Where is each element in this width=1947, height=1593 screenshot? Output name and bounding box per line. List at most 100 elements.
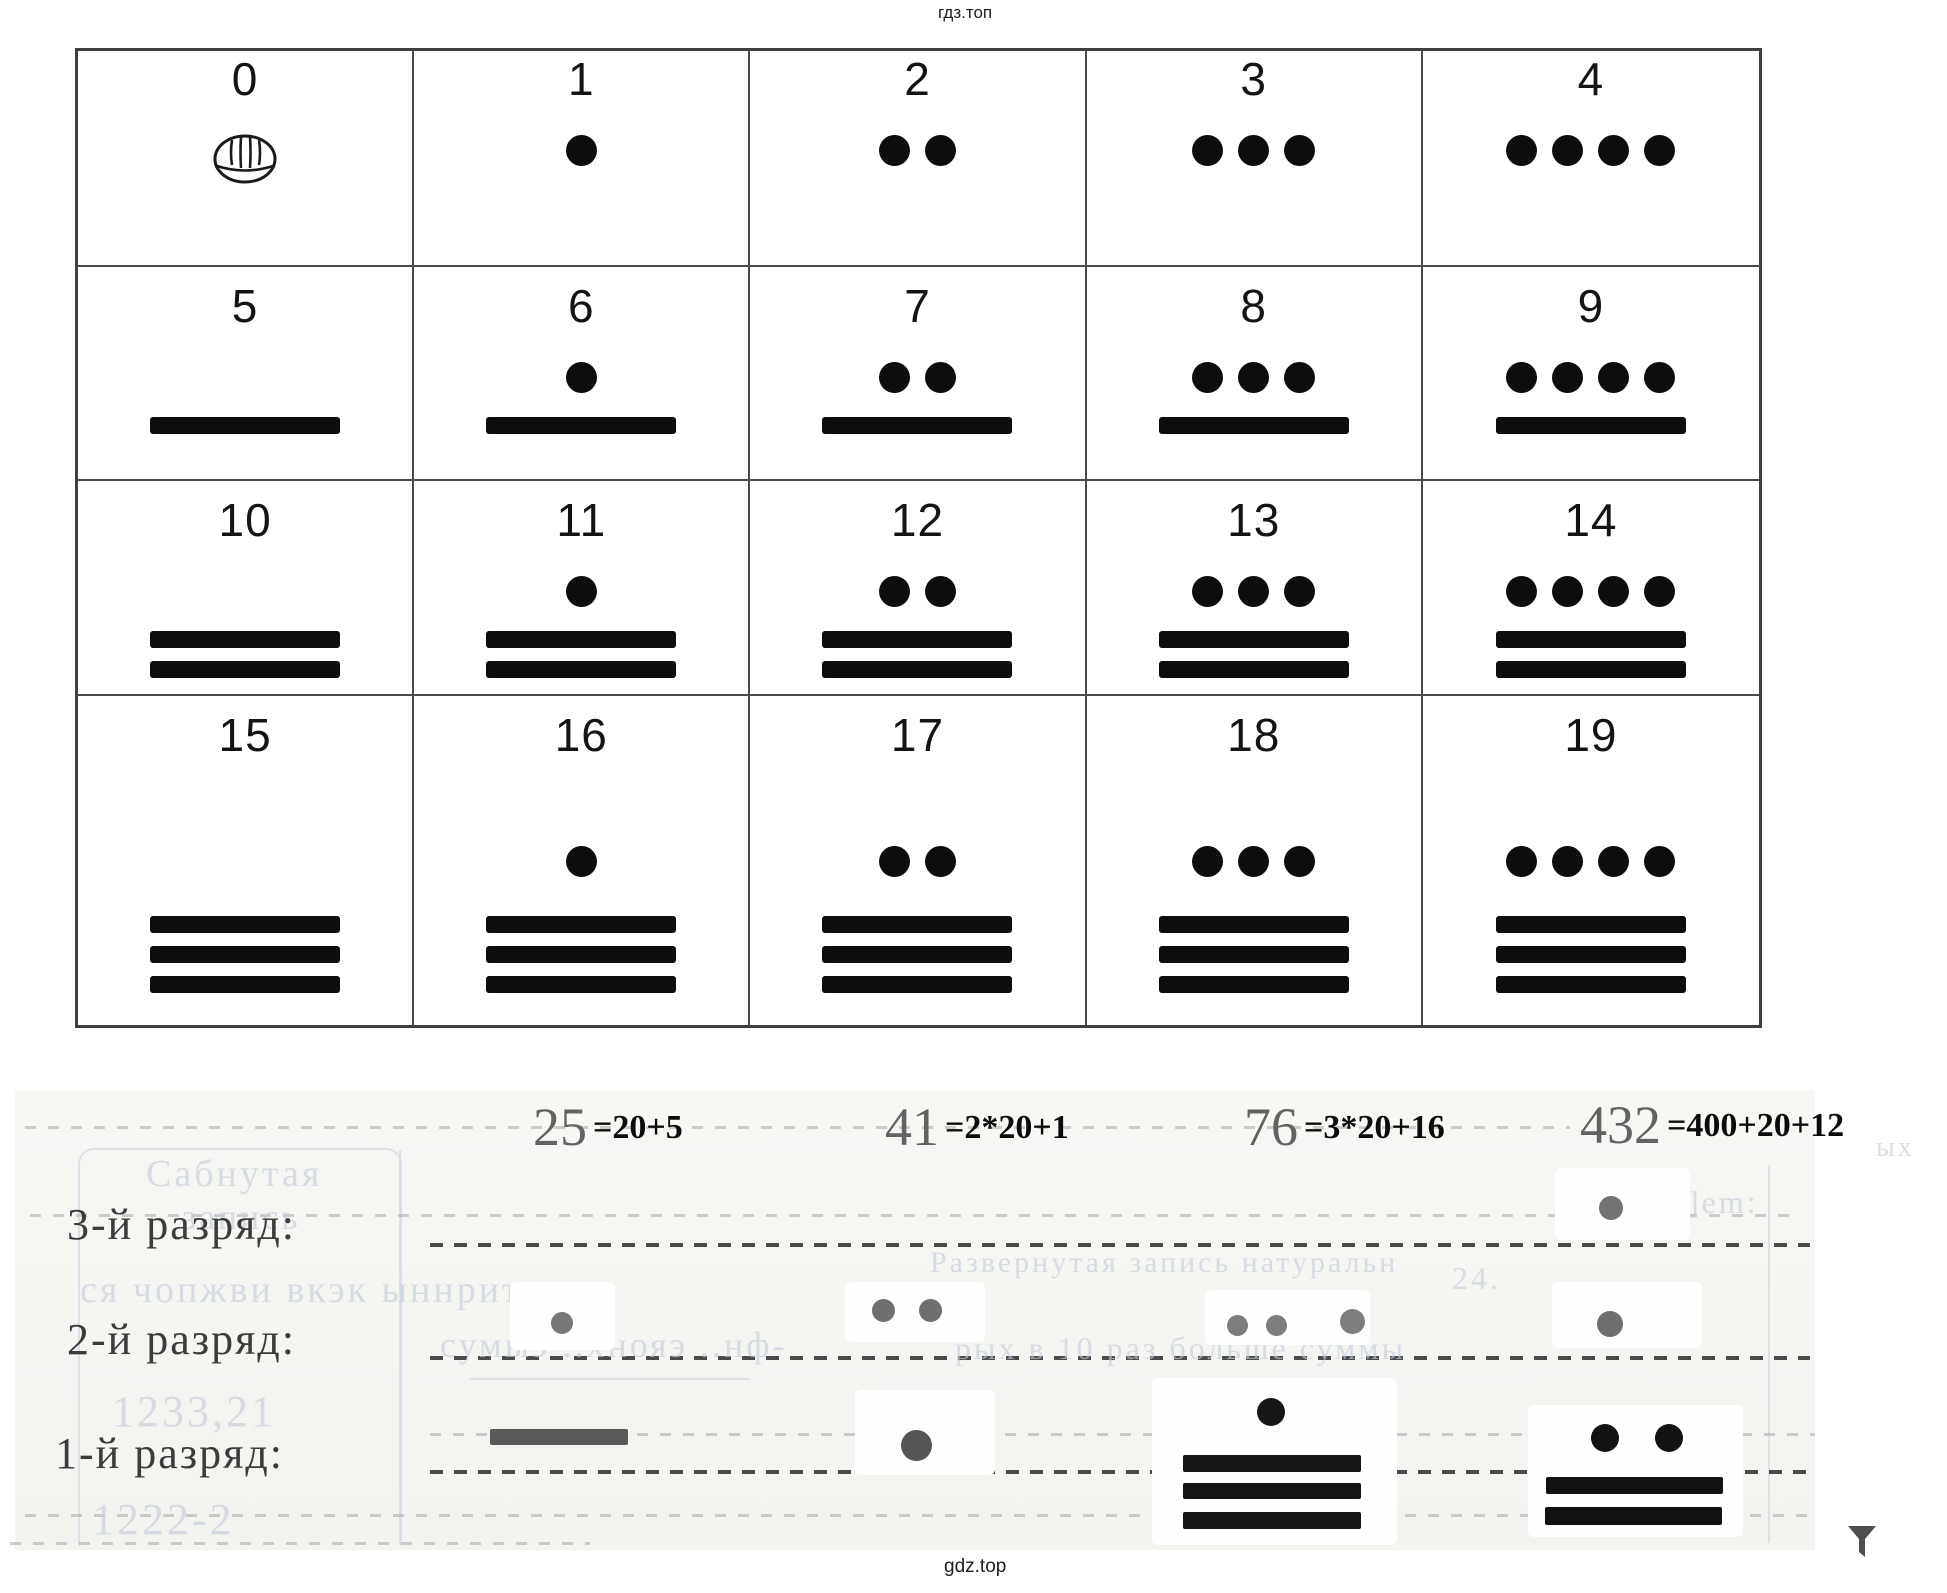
bleed-through-text: ся чопжви вкэк ыннритнэ bbox=[80, 1269, 565, 1311]
example-maya-dot-icon bbox=[1266, 1315, 1287, 1336]
maya-bar-icon bbox=[486, 631, 677, 648]
maya-bar-icon bbox=[150, 661, 341, 678]
example-maya-dot-icon bbox=[1591, 1424, 1619, 1452]
watermark-top: гдз.топ bbox=[938, 3, 993, 22]
numeral-dots bbox=[750, 135, 1084, 166]
numeral-cell-2: 2 bbox=[750, 51, 1087, 267]
maya-dot-icon bbox=[1598, 135, 1630, 166]
example-formula: =400+20+12 bbox=[1667, 1107, 1845, 1144]
maya-bar-icon bbox=[150, 417, 341, 434]
numeral-dots bbox=[414, 135, 748, 166]
maya-bar-icon bbox=[150, 976, 341, 993]
example-maya-bar-icon bbox=[1546, 1477, 1723, 1494]
bleed-vline-right bbox=[1768, 1165, 1770, 1543]
example-number: 41 bbox=[885, 1097, 939, 1157]
maya-bar-icon bbox=[1495, 417, 1686, 434]
numeral-cell-16: 16 bbox=[414, 696, 751, 1025]
maya-bar-icon bbox=[1495, 916, 1686, 933]
maya-bar-icon bbox=[822, 946, 1013, 963]
bleed-underline bbox=[470, 1378, 750, 1380]
maya-dot-icon bbox=[1238, 362, 1270, 393]
numeral-bars bbox=[750, 631, 1084, 678]
maya-bar-icon bbox=[822, 661, 1013, 678]
numeral-cell-3: 3 bbox=[1086, 51, 1423, 267]
numeral-label: 0 bbox=[231, 53, 259, 105]
dashed-guideline bbox=[25, 1126, 1570, 1129]
dashed-guideline bbox=[1745, 1470, 1810, 1474]
maya-dot-icon bbox=[1506, 576, 1538, 607]
maya-bar-icon bbox=[1158, 976, 1349, 993]
numeral-bars bbox=[1423, 417, 1759, 434]
bleed-vline bbox=[399, 1150, 401, 1544]
numeral-cell-10: 10 bbox=[78, 481, 415, 696]
maya-bar-icon bbox=[150, 631, 341, 648]
numeral-cell-6: 6 bbox=[414, 267, 751, 481]
bleed-through-box bbox=[78, 1148, 402, 1546]
example-maya-dot-icon bbox=[1655, 1424, 1683, 1452]
maya-dot-icon bbox=[1284, 576, 1316, 607]
example-maya-dot-icon bbox=[901, 1430, 932, 1461]
numeral-dots bbox=[750, 846, 1084, 877]
numeral-dots bbox=[1423, 576, 1759, 607]
maya-bar-icon bbox=[486, 916, 677, 933]
scan-white-patch bbox=[845, 1282, 985, 1342]
maya-bar-icon bbox=[1158, 417, 1349, 434]
maya-dot-icon bbox=[924, 846, 956, 877]
numeral-cell-17: 17 bbox=[750, 696, 1087, 1025]
bleed-through-text: 24. bbox=[1452, 1260, 1501, 1296]
numeral-label: 8 bbox=[1240, 280, 1267, 332]
numeral-dots bbox=[1423, 135, 1759, 166]
numeral-cell-18: 18 bbox=[1087, 696, 1423, 1025]
numeral-bars bbox=[78, 916, 412, 993]
bleed-through-text: ых bbox=[1876, 1132, 1915, 1163]
dashed-guideline bbox=[10, 1542, 590, 1545]
numeral-label: 15 bbox=[218, 709, 272, 761]
maya-dot-icon bbox=[878, 362, 910, 393]
maya-bar-icon bbox=[822, 417, 1013, 434]
example-number: 76 bbox=[1244, 1097, 1298, 1157]
maya-dot-icon bbox=[1598, 362, 1630, 393]
maya-dot-icon bbox=[878, 576, 910, 607]
maya-dot-icon bbox=[1598, 576, 1630, 607]
numeral-dots bbox=[1087, 846, 1421, 877]
numeral-cell-12: 12 bbox=[750, 481, 1087, 696]
bleed-through-text: ]em: bbox=[1688, 1184, 1759, 1220]
numeral-bars bbox=[414, 916, 748, 993]
numeral-cell-19: 19 bbox=[1423, 696, 1759, 1025]
shell-zero-icon bbox=[78, 131, 412, 187]
maya-dot-icon bbox=[1552, 362, 1584, 393]
bleed-through-text: 1233,21 bbox=[112, 1387, 276, 1436]
numeral-label: 2 bbox=[904, 53, 931, 105]
numeral-dots bbox=[78, 362, 412, 393]
maya-dot-icon bbox=[1238, 135, 1270, 166]
maya-dot-icon bbox=[1192, 362, 1224, 393]
example-header-25: 25 =20+5 bbox=[533, 1100, 683, 1154]
maya-dot-icon bbox=[1598, 846, 1630, 877]
maya-bar-icon bbox=[1158, 946, 1349, 963]
numeral-bars bbox=[78, 417, 412, 434]
row-label-razryad-2: 2-й разряд: bbox=[67, 1315, 296, 1364]
row-label-razryad-3: 3-й разряд: bbox=[67, 1200, 296, 1249]
maya-bar-icon bbox=[150, 946, 341, 963]
maya-dot-icon bbox=[1644, 846, 1676, 877]
maya-bar-icon bbox=[486, 946, 677, 963]
bleed-through-text: запись bbox=[182, 1197, 301, 1237]
maya-bar-icon bbox=[1158, 661, 1349, 678]
numeral-label: 6 bbox=[567, 280, 595, 332]
numeral-cell-13: 13 bbox=[1086, 481, 1423, 696]
example-maya-dot-icon bbox=[1340, 1309, 1365, 1334]
maya-dot-icon bbox=[1192, 576, 1224, 607]
maya-bar-icon bbox=[1495, 661, 1686, 678]
numeral-label: 11 bbox=[556, 494, 607, 546]
numeral-bars bbox=[1087, 916, 1421, 993]
example-maya-bar-icon bbox=[1183, 1483, 1361, 1499]
numeral-cell-0: 0 bbox=[78, 51, 415, 267]
maya-dot-icon bbox=[1552, 576, 1584, 607]
maya-dot-icon bbox=[1506, 846, 1538, 877]
example-formula: =3*20+16 bbox=[1304, 1109, 1445, 1146]
numeral-dots bbox=[1087, 362, 1421, 393]
maya-dot-icon bbox=[1644, 362, 1676, 393]
maya-dot-icon bbox=[1506, 135, 1538, 166]
numeral-label: 5 bbox=[231, 280, 259, 332]
maya-dot-icon bbox=[1192, 135, 1224, 166]
